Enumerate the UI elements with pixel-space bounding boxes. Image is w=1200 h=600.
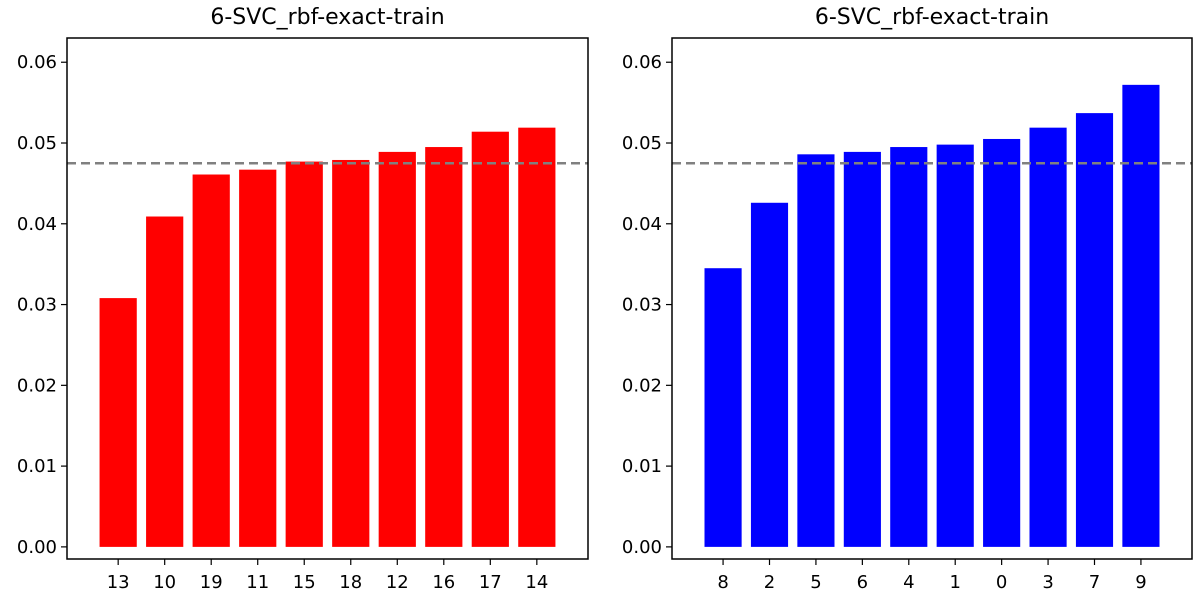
right-x-tick-label: 6: [857, 572, 868, 593]
left-x-tick-label: 19: [200, 572, 223, 593]
right-bar-5: [797, 154, 835, 547]
left-x-tick-label: 12: [386, 572, 409, 593]
left-bar-11: [239, 169, 277, 547]
left-bar-10: [146, 216, 184, 547]
right-bar-8: [704, 268, 742, 547]
left-y-tick-label: 0.05: [17, 133, 57, 154]
right-bar-9: [1122, 84, 1160, 547]
right-y-tick-label: 0.01: [622, 456, 662, 477]
left-x-tick-label: 10: [153, 572, 176, 593]
left-bar-14: [518, 127, 556, 547]
right-chart-panel: 6-SVC_rbf-exact-train 0.00 0.01 0.02 0.03 0.…: [622, 5, 1193, 593]
right-y-tick-label: 0.02: [622, 375, 662, 396]
right-x-tick-label: 2: [764, 572, 775, 593]
right-x-tick-label: 7: [1089, 572, 1100, 593]
left-x-tick-label: 15: [293, 572, 316, 593]
right-y-tick-label: 0.05: [622, 133, 662, 154]
left-y-tick-label: 0.00: [17, 537, 57, 558]
left-x-tick-label: 13: [107, 572, 130, 593]
right-y-tick-label: 0.03: [622, 295, 662, 316]
right-x-tick-label: 8: [717, 572, 728, 593]
right-bar-0: [983, 138, 1021, 547]
right-y-tick-label: 0.00: [622, 537, 662, 558]
left-y-tick-label: 0.03: [17, 295, 57, 316]
left-bar-16: [425, 147, 463, 547]
left-x-tick-label: 11: [246, 572, 269, 593]
left-bar-13: [99, 298, 137, 547]
right-bar-1: [936, 144, 974, 547]
left-bar-19: [192, 174, 230, 547]
left-bar-18: [332, 159, 370, 547]
right-x-tick-label: 1: [949, 572, 960, 593]
left-plot-frame: [66, 37, 589, 560]
left-chart-panel: 6-SVC_rbf-exact-train 0.00 0.01 0.02 0.03 0.…: [17, 5, 589, 593]
left-y-tick-label: 0.01: [17, 456, 57, 477]
right-y-tick-label: 0.04: [622, 214, 662, 235]
left-chart-title: 6-SVC_rbf-exact-train: [210, 5, 444, 30]
right-bar-4: [890, 147, 928, 547]
right-x-tick-label: 3: [1042, 572, 1053, 593]
left-bar-17: [471, 131, 509, 547]
right-x-tick-label: 5: [810, 572, 821, 593]
left-bar-15: [285, 161, 323, 547]
left-x-tick-label: 16: [432, 572, 455, 593]
left-bar-12: [378, 151, 416, 547]
right-plot-frame: [671, 37, 1193, 560]
right-x-tick-label: 4: [903, 572, 914, 593]
left-x-tick-label: 18: [339, 572, 362, 593]
left-y-tick-label: 0.02: [17, 375, 57, 396]
right-bar-3: [1029, 127, 1067, 547]
left-x-tick-label: 14: [525, 572, 548, 593]
right-bar-2: [750, 202, 789, 547]
right-bar-7: [1075, 113, 1114, 547]
right-bar-6: [843, 151, 881, 547]
right-y-tick-label: 0.06: [622, 52, 662, 73]
left-x-tick-label: 17: [479, 572, 502, 593]
right-chart-title: 6-SVC_rbf-exact-train: [815, 5, 1049, 30]
right-x-tick-label: 9: [1135, 572, 1146, 593]
left-y-tick-label: 0.04: [17, 214, 57, 235]
left-y-tick-label: 0.06: [17, 52, 57, 73]
right-x-tick-label: 0: [996, 572, 1007, 593]
